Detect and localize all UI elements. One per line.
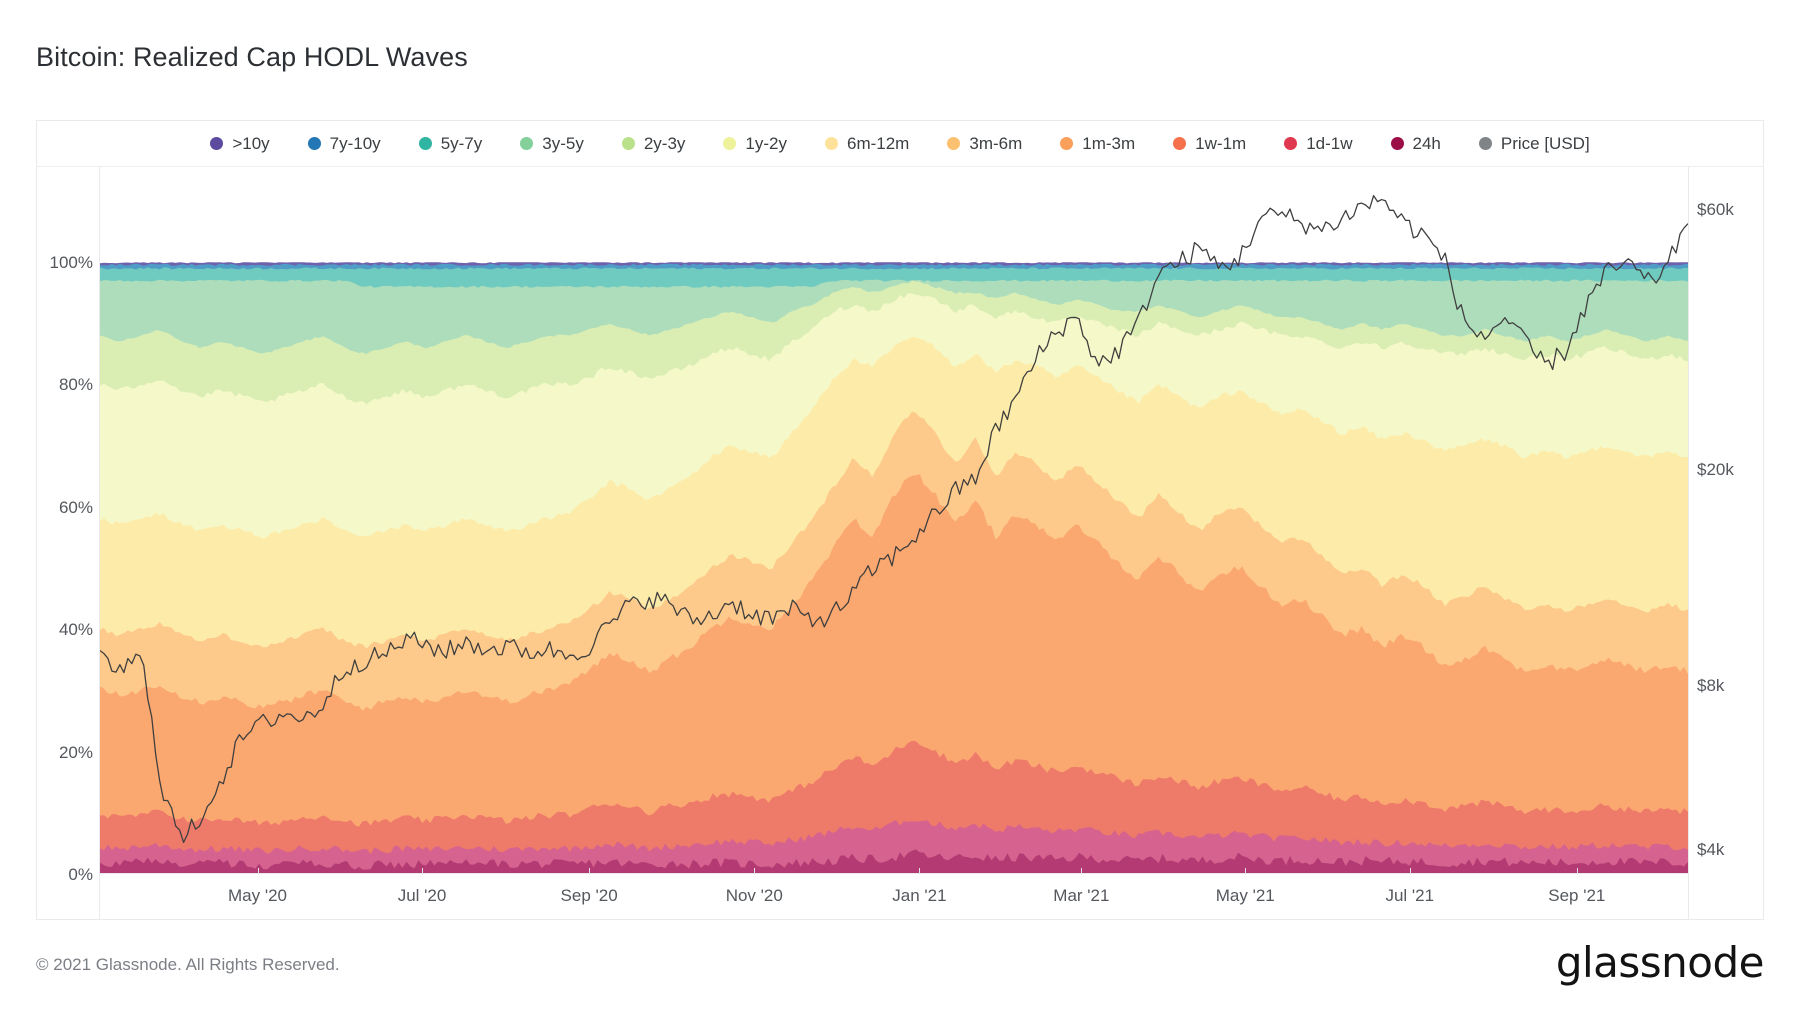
y-axis-right-divider: [1688, 167, 1689, 919]
plot-canvas[interactable]: glassnode: [100, 167, 1688, 873]
y-tick-label: 20%: [58, 742, 93, 762]
x-tick-mark: [1409, 868, 1411, 874]
legend-item-3m-6m[interactable]: 3m-6m: [947, 134, 1022, 154]
y-tick-label: 60%: [58, 497, 93, 517]
x-tick-mark: [1576, 868, 1578, 874]
x-tick-label: Jan '21: [892, 886, 947, 905]
x-tick-label: May '20: [228, 886, 288, 905]
legend-item-1m-3m[interactable]: 1m-3m: [1060, 134, 1135, 154]
legend-swatch-icon: [307, 137, 321, 150]
x-tick-label: Mar '21: [1053, 886, 1110, 905]
area-band-24h: [100, 849, 1688, 873]
legend-swatch-icon: [1284, 137, 1298, 150]
y-tick-label-price: $20k: [1697, 459, 1734, 479]
x-tick-mark: [919, 868, 921, 874]
legend-swatch-icon: [1060, 137, 1074, 150]
y-tick-label-price: $4k: [1697, 840, 1725, 860]
legend-item-1w-1m[interactable]: 1w-1m: [1173, 134, 1246, 154]
legend-item-5y-7y[interactable]: 5y-7y: [418, 133, 483, 154]
y-tick-label: 0%: [68, 865, 93, 884]
legend-item-6m-12m[interactable]: 6m-12m: [825, 134, 909, 154]
legend-swatch-icon: [947, 137, 961, 150]
legend-item-1y-2y[interactable]: 1y-2y: [723, 134, 787, 154]
plot-area-wrapper: 100% 80% 60% 40% 20% 0% $60k $20k $8k $4k glassn…: [37, 167, 1763, 919]
legend-swatch-icon: [1390, 137, 1404, 150]
legend-item-label: 3m-6m: [969, 133, 1023, 153]
copyright-text: © 2021 Glassnode. All Rights Reserved.: [36, 955, 340, 974]
legend-item-label: 5y-7y: [440, 133, 483, 153]
legend-swatch-icon: [210, 137, 224, 150]
y-tick-label: 100%: [49, 252, 93, 272]
legend-swatch-icon: [520, 137, 534, 150]
area-band-1m-3m: [100, 474, 1688, 873]
x-tick-mark: [589, 868, 591, 874]
legend-item-label: 24h: [1412, 133, 1441, 153]
legend-item-24h[interactable]: 24h: [1390, 133, 1441, 154]
legend-item-10y[interactable]: >10y: [210, 133, 270, 154]
legend-swatch-icon: [418, 137, 432, 150]
x-tick-mark: [1081, 868, 1083, 874]
legend-item-label: 1y-2y: [745, 133, 787, 153]
legend-item-label: 6m-12m: [847, 133, 910, 153]
legend-item-7y-10y[interactable]: 7y-10y: [307, 133, 381, 154]
x-tick-label: Sep '21: [1548, 886, 1606, 905]
hodl-waves-svg: [100, 167, 1688, 873]
legend-item-label: >10y: [232, 133, 270, 153]
x-tick-label: Jul '21: [1385, 886, 1435, 905]
legend-item-price-usd[interactable]: Price [USD]: [1478, 133, 1590, 154]
x-tick-label: May '21: [1215, 886, 1275, 905]
legend-swatch-icon: [621, 137, 635, 150]
legend-item-1d-1w[interactable]: 1d-1w: [1284, 133, 1353, 154]
x-axis: May '20 Jul '20 Sep '20 Nov '20 Jan '21 Mar '…: [100, 868, 1688, 919]
x-tick-label: Jul '20: [397, 886, 447, 905]
legend-swatch-icon: [825, 137, 838, 150]
y-axis-left-divider: [99, 167, 100, 919]
legend-item-label: Price [USD]: [1500, 133, 1590, 153]
chart-legend: >10y 7y-10y 5y-7y 3y-5y 2y-3y 1y-2y 6m-12m 3m-6…: [37, 121, 1763, 167]
x-tick-mark: [754, 868, 756, 874]
legend-item-label: 7y-10y: [329, 133, 381, 153]
x-tick-mark: [422, 868, 424, 874]
plot: glassnode May '20 Jul '20 Sep '20 Nov '20 Ja…: [100, 167, 1688, 919]
y-tick-label: 80%: [58, 375, 93, 395]
y-tick-label-price: $60k: [1697, 200, 1734, 220]
legend-item-label: 3y-5y: [542, 133, 584, 153]
legend-swatch-icon: [1173, 137, 1187, 150]
chart-card: >10y 7y-10y 5y-7y 3y-5y 2y-3y 1y-2y 6m-12m 3m-6…: [36, 120, 1764, 920]
y-axis-left: 100% 80% 60% 40% 20% 0%: [37, 167, 99, 919]
legend-item-label: 1w-1m: [1195, 133, 1247, 153]
legend-item-3y-5y[interactable]: 3y-5y: [520, 134, 584, 154]
glassnode-logo: glassnode: [1555, 938, 1765, 987]
y-axis-right-price: $60k $20k $8k $4k: [1689, 167, 1763, 919]
y-tick-label: 40%: [58, 620, 93, 640]
x-tick-mark: [1245, 868, 1247, 874]
legend-item-2y-3y[interactable]: 2y-3y: [621, 133, 686, 154]
legend-swatch-icon: [1478, 137, 1492, 150]
y-tick-label-price: $8k: [1697, 676, 1725, 696]
x-tick-label: Sep '20: [560, 886, 618, 905]
price-line: [100, 196, 1688, 843]
x-tick-mark: [257, 868, 259, 874]
x-tick-label: Nov '20: [725, 886, 783, 905]
legend-swatch-icon: [723, 137, 737, 150]
legend-item-label: 1m-3m: [1082, 133, 1136, 153]
legend-item-label: 1d-1w: [1306, 133, 1353, 153]
legend-item-label: 2y-3y: [643, 133, 686, 153]
page-title: Bitcoin: Realized Cap HODL Waves: [36, 42, 468, 72]
